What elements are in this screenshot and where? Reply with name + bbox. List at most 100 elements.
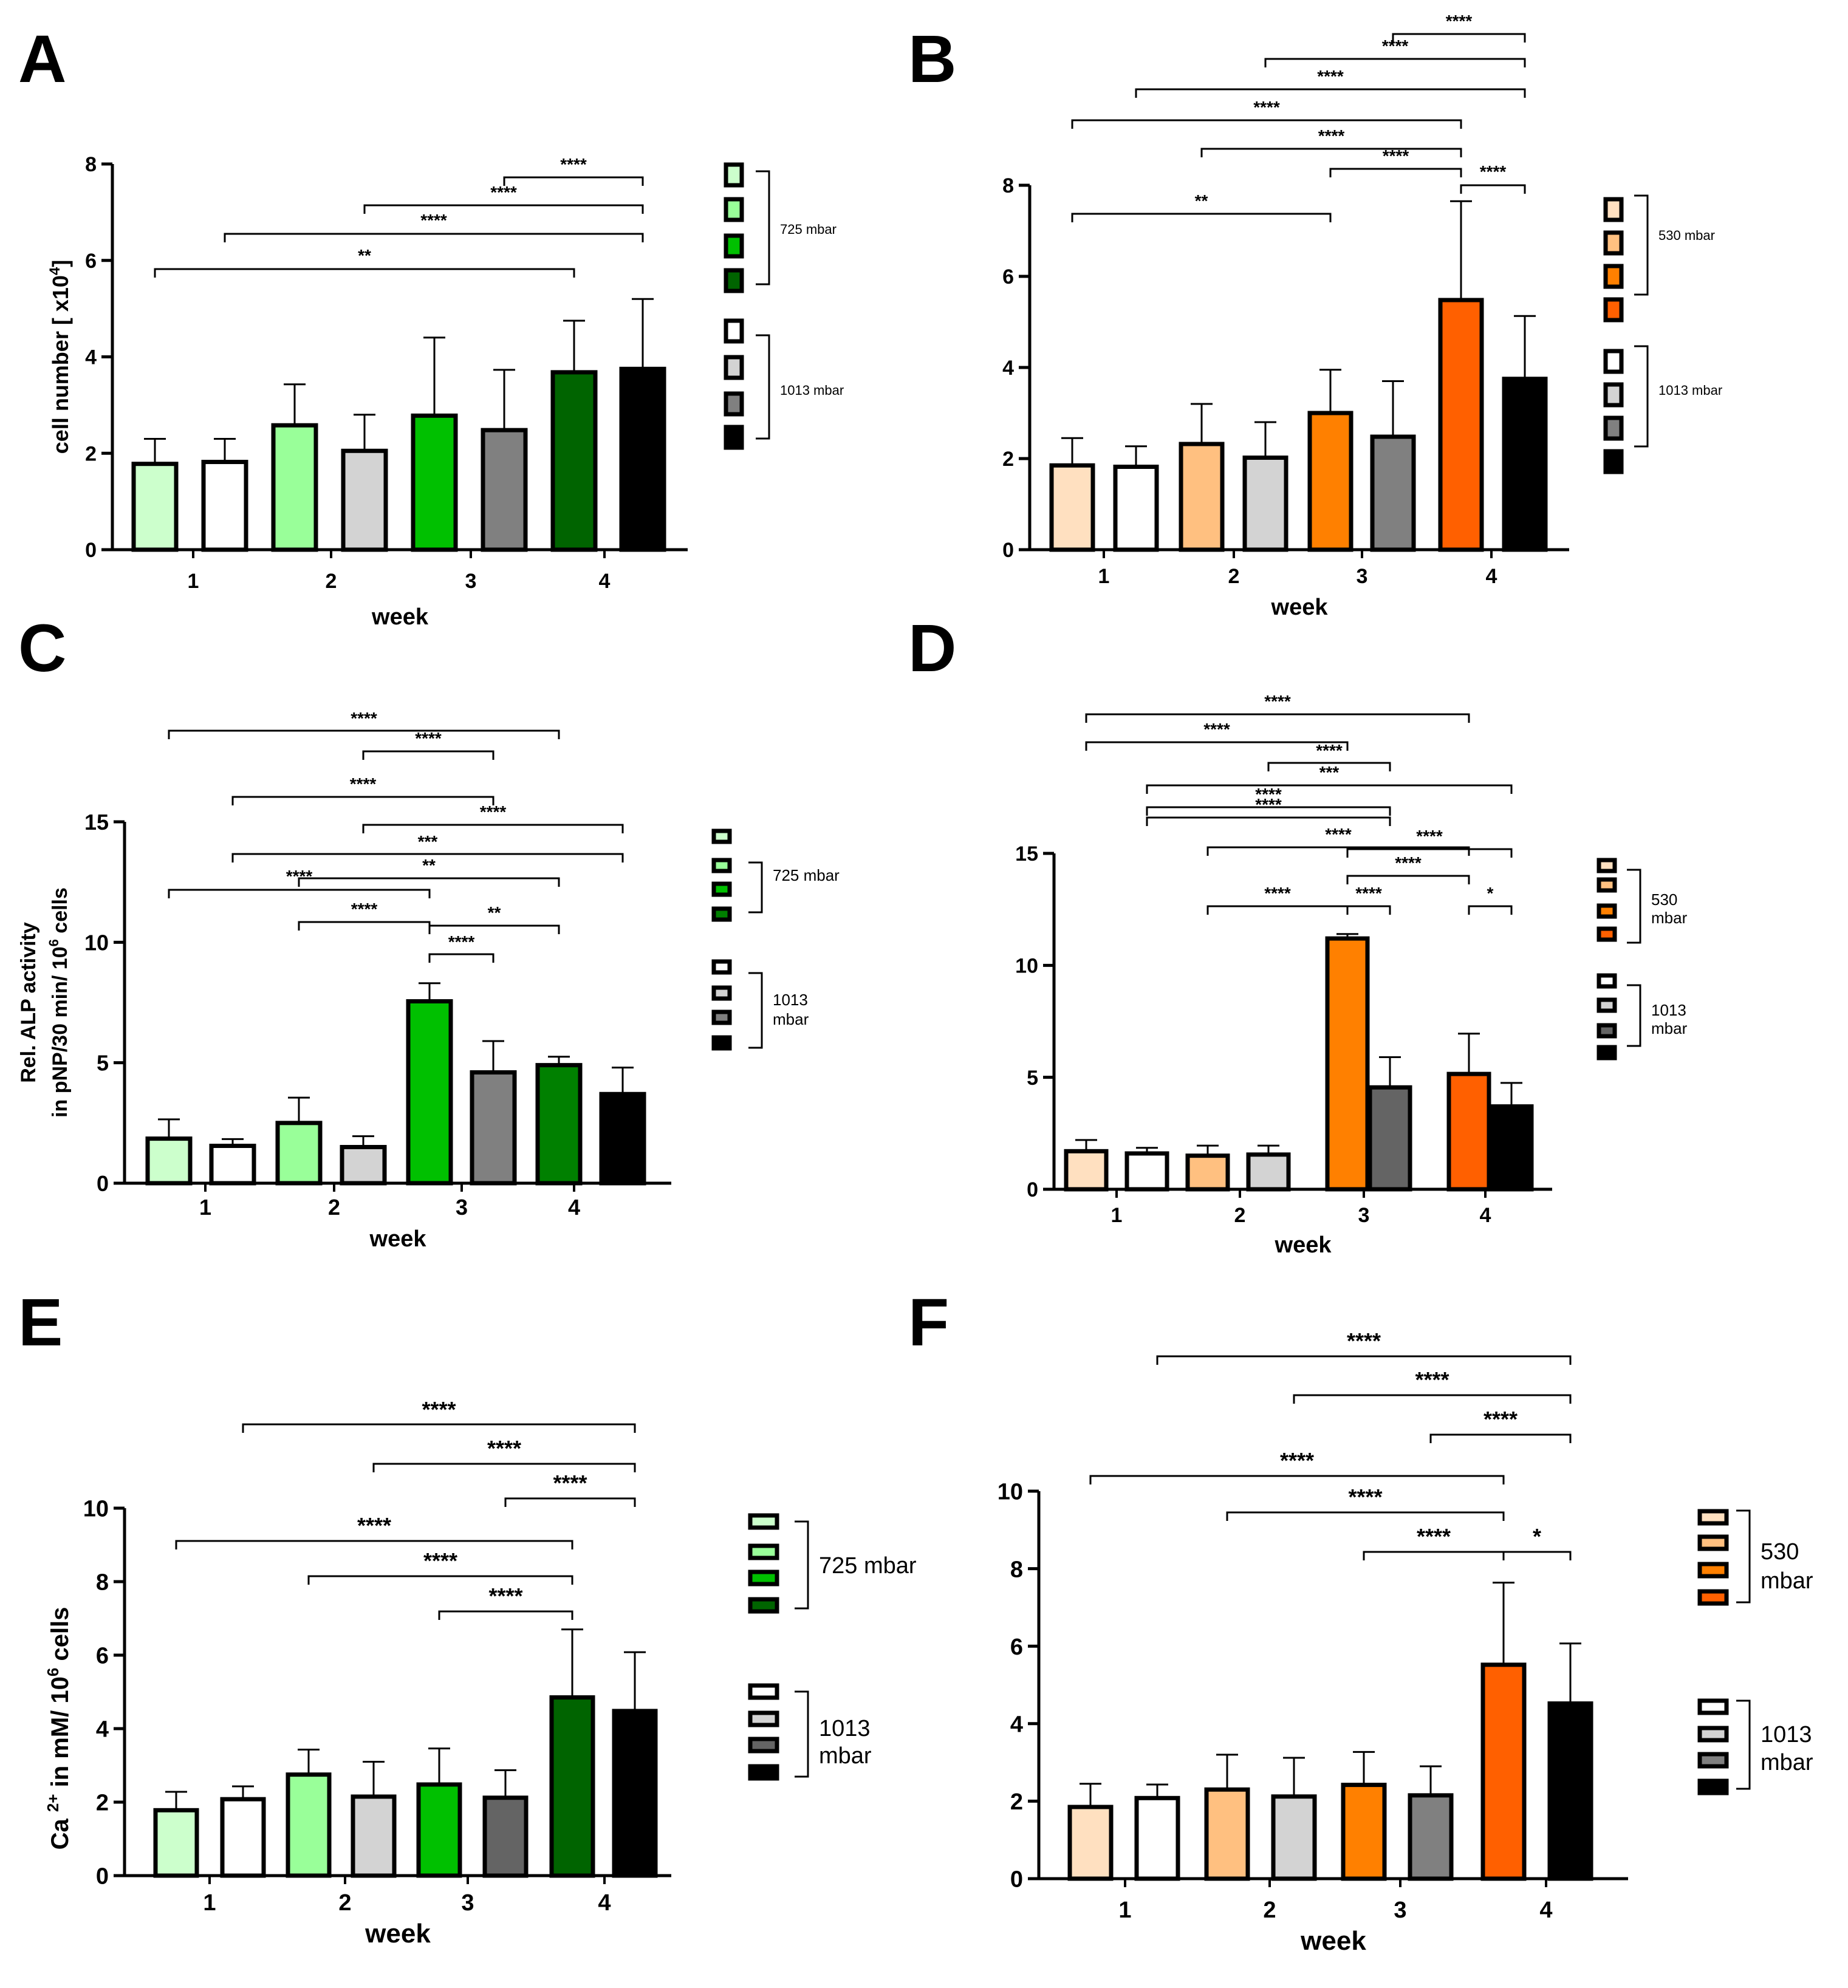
legend-swatch xyxy=(748,1737,779,1754)
significance-bracket xyxy=(1146,816,1391,826)
significance-bracket xyxy=(1293,1394,1572,1404)
legend-swatch xyxy=(1603,415,1624,441)
y-tick-label: 2 xyxy=(96,1791,109,1816)
significance-label: **** xyxy=(1253,98,1280,117)
x-axis-title: week xyxy=(364,1919,431,1949)
bar xyxy=(619,366,666,552)
legend-label-line2: mbar xyxy=(819,1743,872,1769)
legend-swatch xyxy=(724,268,744,293)
y-tick-label: 6 xyxy=(1010,1634,1023,1660)
bar xyxy=(1480,1662,1527,1881)
significance-label: * xyxy=(1487,884,1494,903)
x-tick-label: 2 xyxy=(1228,565,1240,588)
panel-letter: F xyxy=(908,1285,949,1360)
significance-label: *** xyxy=(1319,763,1340,782)
bar xyxy=(1246,1152,1291,1192)
significance-bracket xyxy=(1156,1355,1572,1365)
x-tick-label: 1 xyxy=(188,570,199,593)
significance-bracket xyxy=(503,176,644,186)
significance-bracket xyxy=(175,1540,573,1549)
x-tick-label: 3 xyxy=(461,1890,474,1916)
legend-swatch xyxy=(711,1035,732,1051)
x-tick-label: 4 xyxy=(568,1195,580,1220)
legend-swatch xyxy=(1603,197,1624,222)
significance-label: ** xyxy=(422,856,436,875)
significance-label: **** xyxy=(422,1397,456,1422)
significance-label: **** xyxy=(1203,720,1230,739)
significance-bracket xyxy=(1267,762,1391,771)
legend-swatch xyxy=(748,1513,779,1530)
y-axis-title-end: cells xyxy=(47,1607,74,1668)
significance-label: ** xyxy=(1195,191,1208,210)
y-axis-title-text: in pNP/30 min/ 10 xyxy=(49,946,72,1118)
legend-swatch xyxy=(1603,264,1624,289)
y-axis-title-end: ] xyxy=(48,260,73,267)
significance-bracket xyxy=(1071,213,1332,222)
legend-bracket xyxy=(1736,1699,1751,1790)
significance-bracket xyxy=(1502,1551,1572,1560)
y-tick-label: 0 xyxy=(1010,1867,1023,1893)
significance-bracket xyxy=(1346,905,1391,915)
significance-bracket xyxy=(362,824,624,833)
x-tick-label: 2 xyxy=(1234,1204,1246,1227)
x-tick-label: 2 xyxy=(338,1890,351,1916)
significance-label: **** xyxy=(1415,1367,1449,1392)
x-axis-title: week xyxy=(1300,1926,1366,1956)
legend-bracket xyxy=(1634,345,1649,448)
x-tick-label: 1 xyxy=(1118,1897,1131,1923)
y-tick-label: 2 xyxy=(85,442,97,465)
significance-label: **** xyxy=(1480,162,1507,181)
significance-label: **** xyxy=(1255,785,1282,804)
y-axis-title-line2: in pNP/30 min/ 106 cells xyxy=(46,887,72,1118)
bar xyxy=(1242,456,1288,552)
legend-bracket xyxy=(748,972,763,1049)
x-tick-label: 4 xyxy=(598,1890,611,1916)
legend-swatch xyxy=(724,197,744,222)
x-tick-label: 2 xyxy=(326,570,337,593)
bar xyxy=(411,413,458,552)
significance-bracket xyxy=(1200,148,1462,157)
legend-swatch xyxy=(1603,297,1624,323)
legend-swatch xyxy=(711,906,732,922)
panel-letter: B xyxy=(908,22,956,97)
y-tick-label: 6 xyxy=(85,250,97,273)
significance-bracket xyxy=(504,1497,636,1507)
significance-bracket xyxy=(242,1423,636,1433)
significance-label: **** xyxy=(1348,1484,1382,1509)
x-tick-label: 3 xyxy=(1394,1897,1406,1923)
legend-swatch xyxy=(711,858,732,873)
bar xyxy=(209,1144,256,1186)
legend-swatch xyxy=(1603,230,1624,256)
y-tick-label: 0 xyxy=(97,1171,109,1196)
y-tick-label: 0 xyxy=(1027,1178,1038,1201)
legend-label: 1013 mbar xyxy=(780,383,844,398)
legend-swatch xyxy=(1603,382,1624,408)
bar xyxy=(341,448,388,552)
y-tick-label: 2 xyxy=(1002,448,1014,471)
bar xyxy=(1367,1085,1412,1192)
y-tick-label: 15 xyxy=(1015,842,1038,866)
significance-label: **** xyxy=(1347,1328,1381,1353)
significance-bracket xyxy=(154,268,575,278)
legend-swatch xyxy=(1697,1589,1729,1606)
significance-label: **** xyxy=(488,1583,522,1608)
significance-bracket xyxy=(1346,848,1513,858)
legend-label: 1013 xyxy=(1761,1722,1812,1747)
significance-bracket xyxy=(1206,846,1470,856)
y-tick-label: 0 xyxy=(85,539,97,562)
panel-letter: E xyxy=(18,1285,63,1360)
legend-label-line2: mbar xyxy=(773,1010,809,1028)
y-axis-title: Ca 2+ in mM/ 106 cells xyxy=(44,1607,74,1850)
significance-label: **** xyxy=(487,1436,521,1461)
y-tick-label: 4 xyxy=(96,1717,109,1743)
y-tick-label: 4 xyxy=(85,346,97,369)
legend-swatch xyxy=(748,1597,779,1614)
bar xyxy=(1370,434,1416,552)
legend-swatch xyxy=(724,425,744,450)
significance-bracket xyxy=(1346,875,1470,884)
significance-label: **** xyxy=(1317,67,1344,86)
bar xyxy=(1064,1149,1109,1192)
bar xyxy=(275,1121,323,1186)
